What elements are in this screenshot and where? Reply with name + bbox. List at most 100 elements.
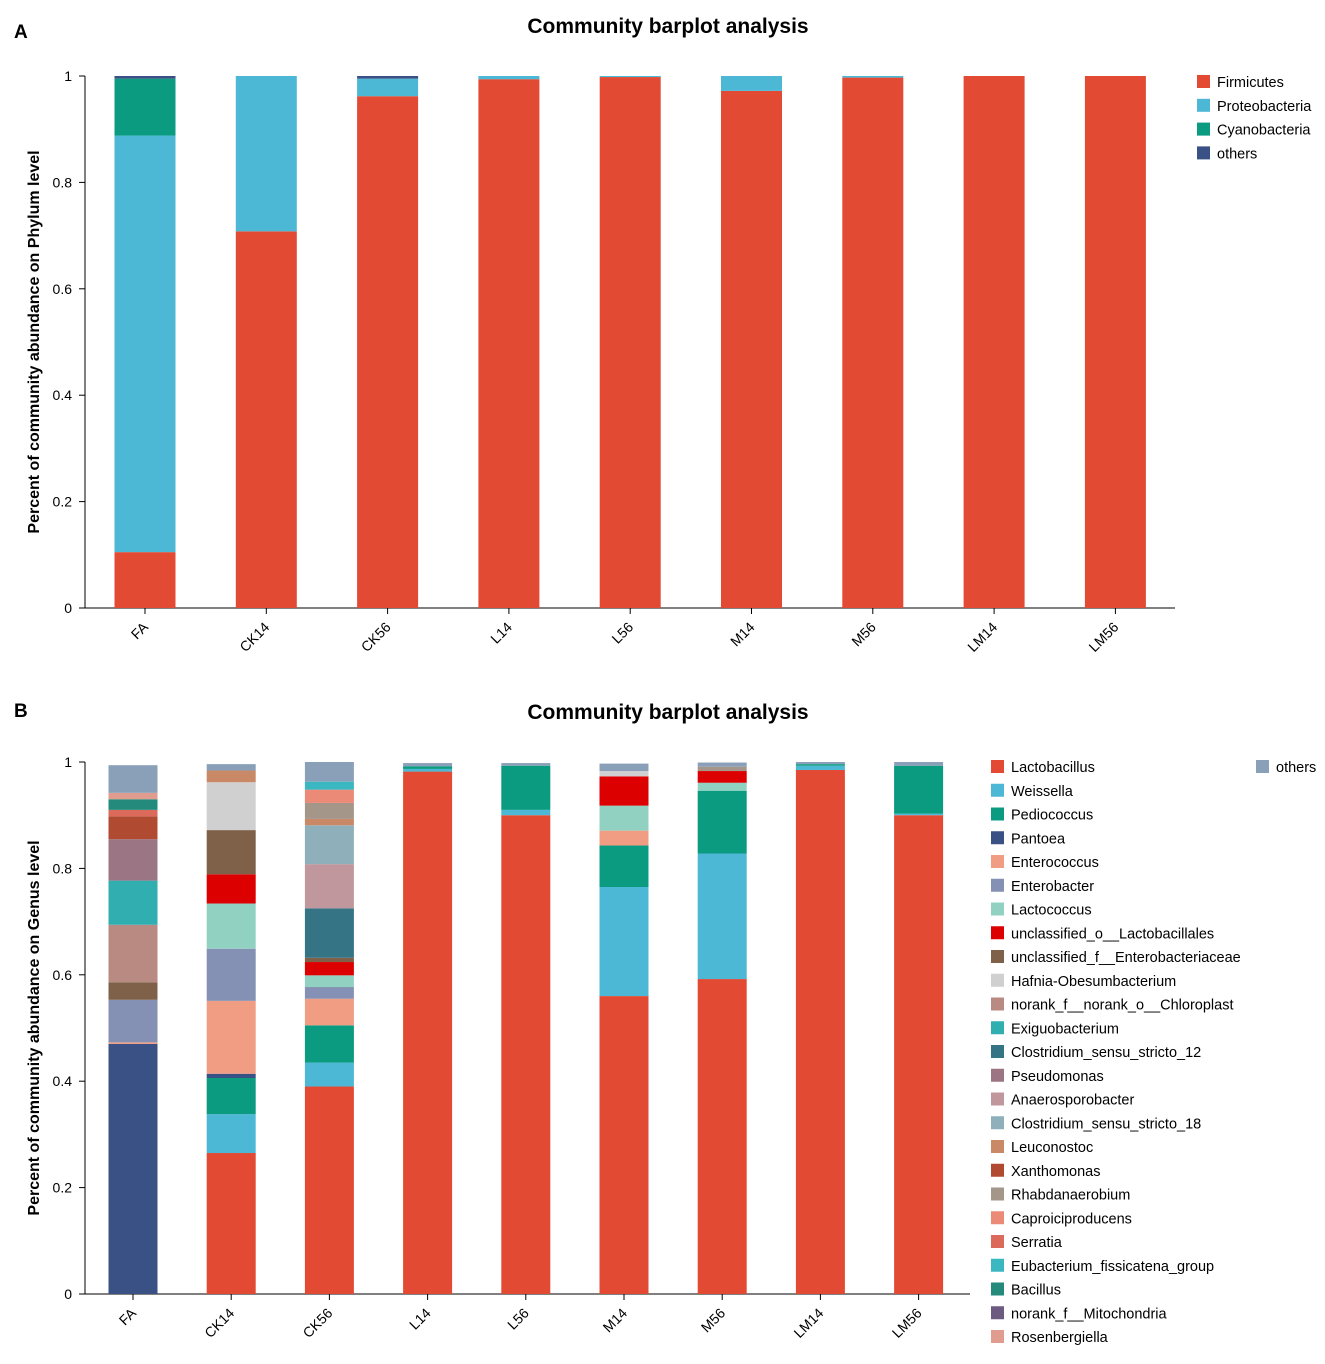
bar-segment xyxy=(304,1025,354,1063)
y-tick-label: 0.4 xyxy=(53,387,73,403)
bar-segment xyxy=(894,762,944,766)
bar-segment xyxy=(357,96,419,608)
legend-swatch xyxy=(991,950,1004,963)
x-tick-label: L56 xyxy=(608,619,636,647)
legend-swatch xyxy=(991,997,1004,1011)
bar-segment xyxy=(894,815,944,1294)
legend: Firmicutes Proteobacteria Cyanobacteria oth… xyxy=(1197,75,1312,162)
x-tick-label: M56 xyxy=(848,619,879,650)
legend-item: Proteobacteria xyxy=(1197,98,1312,115)
bar-segment xyxy=(304,987,354,999)
bar-segment xyxy=(304,957,354,963)
x-tick-label: CK14 xyxy=(201,1305,237,1341)
legend-item: Firmicutes xyxy=(1197,75,1284,91)
chart-panel-a: A Community barplot analysis Percent of co… xyxy=(14,15,1312,655)
y-tick-label: 0.8 xyxy=(53,860,73,876)
bar-segment xyxy=(108,982,158,1000)
bar-segment xyxy=(697,782,747,791)
legend-swatch xyxy=(1197,146,1210,160)
legend-label: Anaerosporobacter xyxy=(1011,1093,1134,1109)
legend-swatch xyxy=(991,831,1004,845)
legend-label: unclassified_f__Enterobacteriaceae xyxy=(1011,950,1241,966)
legend-item: others xyxy=(1256,760,1316,776)
legend-label: Lactobacillus xyxy=(1011,760,1095,776)
legend-label: Rosenbergiella xyxy=(1011,1330,1109,1346)
legend-label: Bacillus xyxy=(1011,1283,1061,1299)
bar-stack-ck14 xyxy=(206,764,256,1294)
legend-swatch xyxy=(991,855,1004,868)
legend-item: Rhabdanaerobium xyxy=(991,1187,1130,1204)
x-tick-label: L14 xyxy=(487,619,515,647)
legend-label: Hafnia-Obesumbacterium xyxy=(1011,974,1176,990)
bar-segment xyxy=(108,816,158,840)
legend-label: Clostridium_sensu_stricto_18 xyxy=(1011,1116,1201,1132)
bar-stack-l14 xyxy=(403,763,453,1294)
legend-label: Clostridium_sensu_stricto_12 xyxy=(1011,1045,1201,1061)
legend-swatch xyxy=(1256,760,1269,773)
legend-label: Firmicutes xyxy=(1217,75,1284,91)
bar-segment xyxy=(108,799,158,810)
x-tick-label: CK56 xyxy=(358,619,394,655)
bar-segment xyxy=(501,765,551,810)
bar-segment xyxy=(501,763,551,766)
bar-segment xyxy=(697,766,747,772)
bar-segment xyxy=(721,90,782,608)
bar-segment xyxy=(842,77,904,608)
x-tick-label: LM14 xyxy=(964,619,1000,655)
legend-label: Pediococcus xyxy=(1011,808,1093,824)
legend-swatch xyxy=(1197,98,1210,112)
bar-segment xyxy=(108,880,158,925)
legend-item: unclassified_f__Enterobacteriaceae xyxy=(991,950,1241,966)
legend-item: norank_f__norank_o__Chloroplast xyxy=(991,997,1234,1014)
bar-stack-lm56 xyxy=(894,762,944,1294)
legend-swatch xyxy=(991,807,1004,821)
bar-segment xyxy=(108,1043,158,1294)
x-tick-label: LM14 xyxy=(790,1305,826,1341)
bar-segment xyxy=(108,924,158,983)
legend-label: norank_f__Mitochondria xyxy=(1011,1306,1168,1322)
bar-segment xyxy=(108,999,158,1043)
legend-item: Pediococcus xyxy=(991,807,1093,824)
x-tick-label: M14 xyxy=(727,619,758,650)
bar-segment xyxy=(599,76,661,78)
bar-segment xyxy=(206,1153,256,1294)
bar-stack-m14 xyxy=(599,763,649,1294)
bar-segment xyxy=(206,1000,256,1074)
legend-label: Enterococcus xyxy=(1011,855,1099,871)
legend-item: Rosenbergiella xyxy=(991,1330,1109,1346)
bar-segment xyxy=(501,809,551,816)
y-tick-label: 0.2 xyxy=(53,1180,73,1196)
legend-label: Rhabdanaerobium xyxy=(1011,1188,1130,1204)
bar-segment xyxy=(599,763,649,772)
chart-panel-b: B Community barplot analysis Percent of co… xyxy=(14,701,1316,1346)
bar-stack-m14 xyxy=(721,76,782,608)
bar-stack-ck14 xyxy=(235,76,297,608)
legend-swatch xyxy=(991,1282,1004,1296)
legend-item: others xyxy=(1197,146,1257,162)
bar-segment xyxy=(357,78,419,97)
bar-stack-m56 xyxy=(697,762,747,1294)
bar-stack-lm56 xyxy=(1084,76,1146,608)
bar-segment xyxy=(1084,76,1146,608)
legend-item: Serratia xyxy=(991,1235,1063,1251)
bar-segment xyxy=(501,815,551,1294)
bar-stack-l14 xyxy=(478,76,540,608)
y-tick-label: 0.2 xyxy=(53,494,73,510)
bar-segment xyxy=(697,771,747,783)
bar-segment xyxy=(206,1073,256,1079)
bar-segment xyxy=(304,998,354,1026)
x-tick-label: L14 xyxy=(406,1305,434,1333)
legend-label: Pseudomonas xyxy=(1011,1069,1104,1085)
y-tick-label: 0 xyxy=(64,1286,72,1302)
legend-label: unclassified_o__Lactobacillales xyxy=(1011,926,1214,942)
bar-segment xyxy=(403,771,453,1294)
bar-segment xyxy=(108,839,158,881)
legend-swatch xyxy=(991,902,1004,916)
legend-label: Serratia xyxy=(1011,1235,1063,1251)
bar-segment xyxy=(108,765,158,793)
legend-item: Clostridium_sensu_stricto_12 xyxy=(991,1045,1201,1061)
y-axis-label: Percent of community abundance on Phylum… xyxy=(26,150,43,533)
x-tick-label: FA xyxy=(116,1304,140,1328)
legend-swatch xyxy=(1197,75,1210,88)
